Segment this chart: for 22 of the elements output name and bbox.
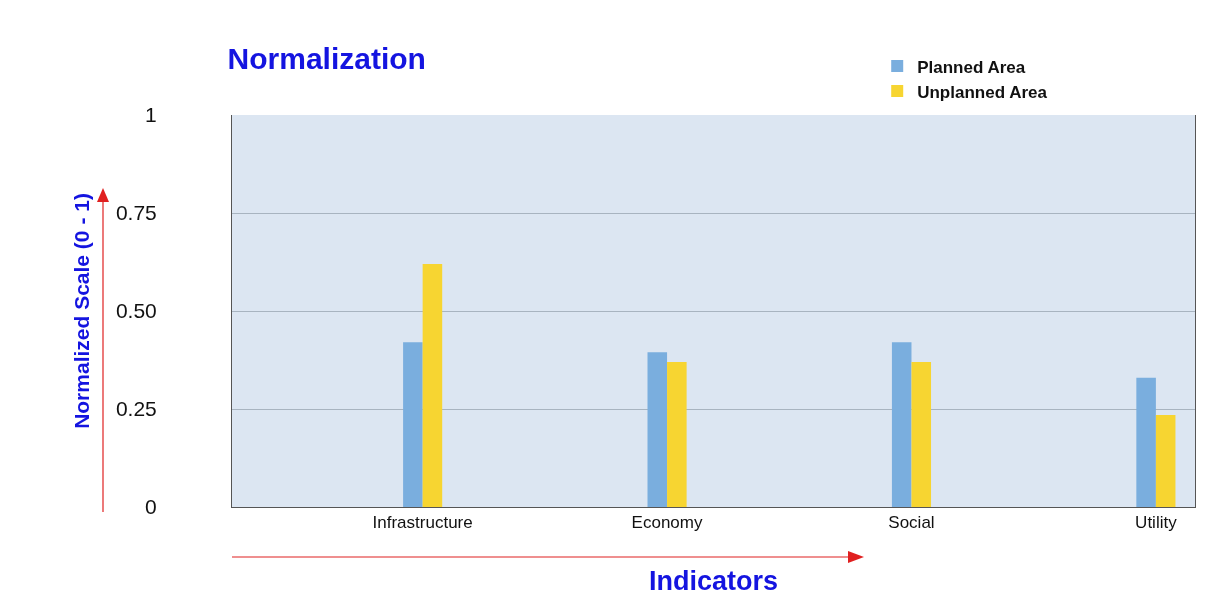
bar	[647, 352, 668, 507]
y-tick-label: 0	[145, 495, 157, 519]
y-tick-label: 0.25	[115, 397, 157, 421]
x-tick-label: Social	[888, 513, 935, 533]
legend-label: Unplanned Area	[917, 82, 1048, 102]
bar	[891, 342, 912, 507]
legend-label: Planned Area	[917, 57, 1026, 77]
x-axis-title: Indicators	[648, 566, 779, 596]
y-tick-label: 0.75	[115, 201, 157, 225]
x-tick-label: Utility	[1135, 513, 1178, 533]
y-axis-title: Normalized Scale (0 - 1)	[70, 193, 94, 429]
chart-title: Normalization	[227, 41, 426, 75]
bar	[1155, 414, 1176, 507]
bar	[422, 263, 443, 507]
bar	[911, 361, 932, 507]
bar	[403, 342, 423, 507]
y-tick-label: 1	[145, 103, 157, 127]
x-tick-label: Economy	[631, 513, 703, 533]
bar	[667, 361, 687, 507]
x-tick-label: Infrastructure	[372, 513, 473, 533]
bar	[1136, 377, 1156, 507]
y-tick-label: 0.50	[115, 299, 157, 323]
